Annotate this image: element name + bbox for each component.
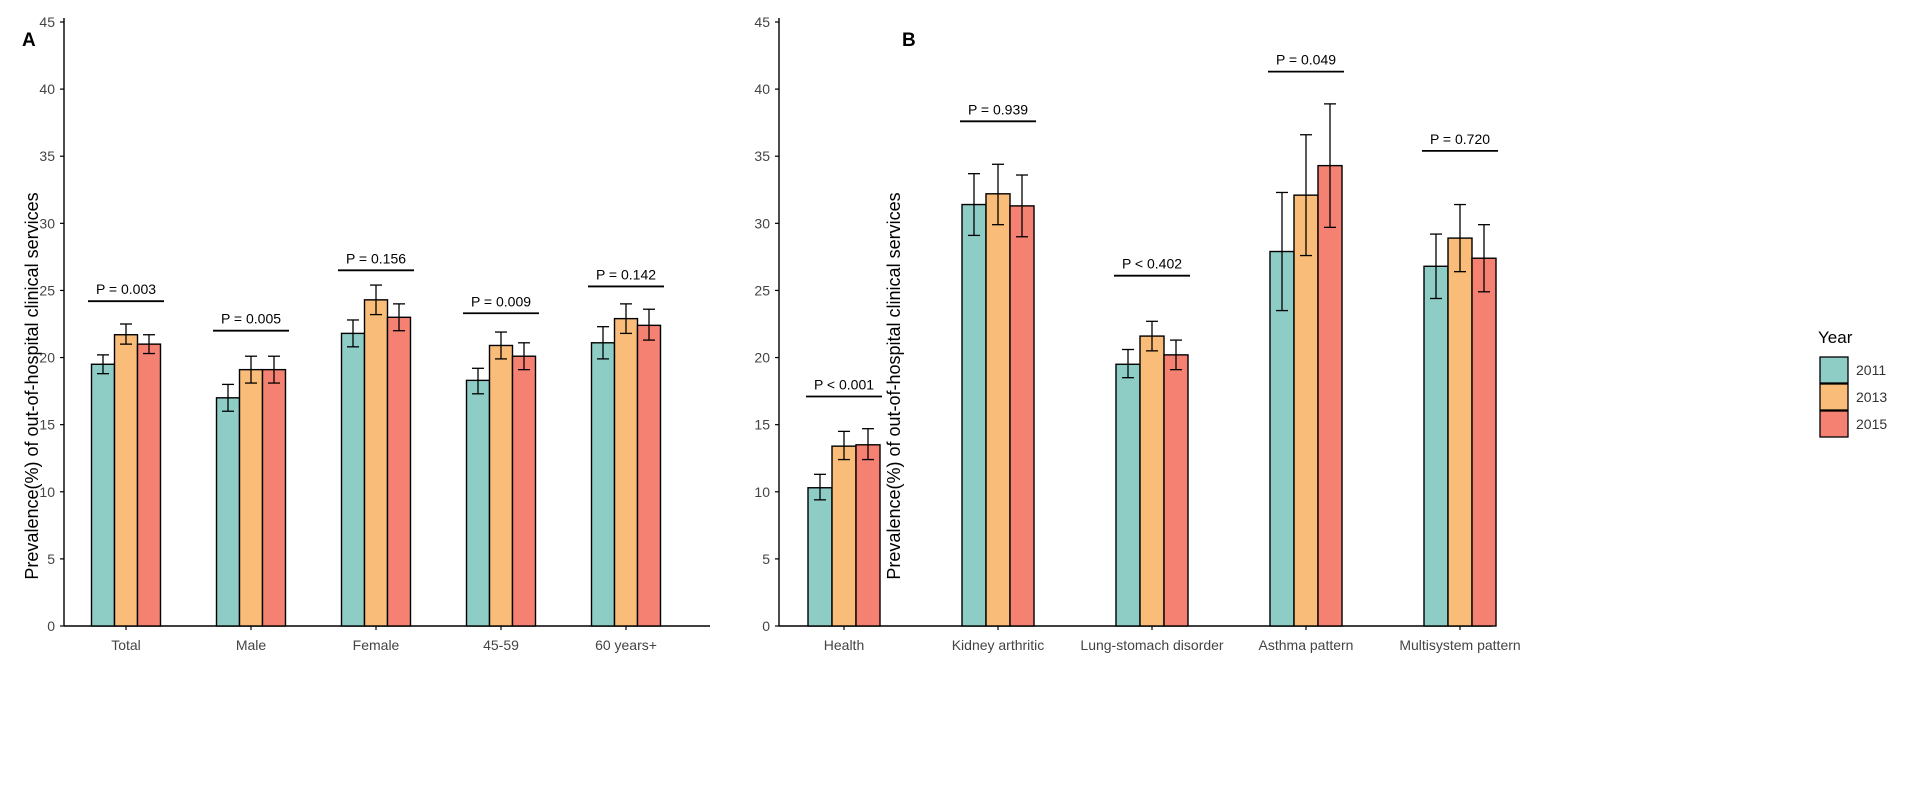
bar-2011 bbox=[340, 332, 366, 627]
y-tick-label: 10 bbox=[754, 484, 770, 500]
p-value-label: P = 0.720 bbox=[1430, 131, 1490, 147]
y-tick-label: 35 bbox=[754, 148, 770, 164]
bar-2011 bbox=[1423, 265, 1449, 627]
p-value-label: P = 0.003 bbox=[96, 281, 156, 297]
panel-a: A Prevalence(%) of out-of-hospital clini… bbox=[22, 14, 710, 653]
y-tick-label: 45 bbox=[754, 14, 770, 30]
bar-2013 bbox=[831, 445, 857, 627]
bar-2015 bbox=[855, 444, 881, 627]
bar-2013 bbox=[488, 344, 514, 627]
bar-2013 bbox=[985, 193, 1011, 627]
bar-2013 bbox=[363, 299, 389, 627]
p-value-label: P = 0.049 bbox=[1276, 52, 1336, 68]
x-tick-label: Male bbox=[236, 637, 267, 653]
bar-2011 bbox=[90, 363, 116, 627]
y-tick-label: 45 bbox=[39, 14, 55, 30]
p-value-label: P = 0.009 bbox=[471, 293, 531, 309]
y-tick-label: 40 bbox=[754, 81, 770, 97]
y-tick-label: 20 bbox=[39, 350, 55, 366]
y-tick-label: 25 bbox=[754, 282, 770, 298]
bar-2011 bbox=[465, 379, 491, 627]
panel-b: B Prevalence(%) of out-of-hospital clini… bbox=[754, 14, 1520, 653]
y-tick-label: 40 bbox=[39, 81, 55, 97]
y-tick-label: 5 bbox=[762, 551, 770, 567]
p-value-label: P = 0.939 bbox=[968, 101, 1028, 117]
bar-2011 bbox=[807, 487, 833, 627]
bar-2013 bbox=[1293, 194, 1319, 627]
bar-2013 bbox=[613, 317, 639, 627]
legend-swatch-2013 bbox=[1819, 383, 1849, 411]
y-tick-label: 10 bbox=[39, 484, 55, 500]
bar-2011 bbox=[1269, 250, 1295, 627]
legend-swatch-2011 bbox=[1819, 356, 1849, 384]
bar-2013 bbox=[1139, 335, 1165, 627]
x-tick-label: 45-59 bbox=[483, 637, 519, 653]
legend-label-2013: 2013 bbox=[1856, 389, 1887, 405]
y-tick-label: 30 bbox=[39, 215, 55, 231]
panel-a-tag: A bbox=[22, 30, 36, 51]
p-value-label: P = 0.156 bbox=[346, 250, 406, 266]
x-tick-label: Total bbox=[111, 637, 141, 653]
bar-2015 bbox=[386, 316, 412, 627]
x-tick-label: Female bbox=[353, 637, 400, 653]
legend-swatch-2015 bbox=[1819, 410, 1849, 438]
x-tick-label: Health bbox=[824, 637, 864, 653]
panel-b-tag: B bbox=[902, 30, 916, 51]
x-tick-label: 60 years+ bbox=[595, 637, 657, 653]
p-value-label: P < 0.402 bbox=[1122, 256, 1182, 272]
bar-2015 bbox=[1471, 257, 1497, 627]
legend-title: Year bbox=[1818, 328, 1853, 347]
y-tick-label: 0 bbox=[762, 618, 770, 634]
bar-2015 bbox=[636, 324, 662, 627]
bar-2015 bbox=[136, 343, 162, 627]
y-tick-label: 30 bbox=[754, 215, 770, 231]
x-tick-label: Asthma pattern bbox=[1259, 637, 1354, 653]
panel-b-y-axis-label: Prevalence(%) of out-of-hospital clinica… bbox=[884, 192, 904, 579]
bar-2013 bbox=[1447, 237, 1473, 627]
p-value-label: P = 0.005 bbox=[221, 311, 281, 327]
bar-2015 bbox=[1163, 354, 1189, 627]
panel-a-y-axis-label: Prevalence(%) of out-of-hospital clinica… bbox=[22, 192, 42, 579]
legend-label-2015: 2015 bbox=[1856, 416, 1887, 432]
bar-2015 bbox=[511, 355, 537, 627]
y-tick-label: 0 bbox=[47, 618, 55, 634]
y-tick-label: 25 bbox=[39, 282, 55, 298]
bar-2015 bbox=[1317, 164, 1343, 627]
x-tick-label: Lung-stomach disorder bbox=[1080, 637, 1224, 653]
y-tick-label: 15 bbox=[754, 417, 770, 433]
legend: Year 2011 2013 2015 bbox=[1818, 328, 1887, 438]
bar-2011 bbox=[590, 342, 616, 627]
y-tick-label: 5 bbox=[47, 551, 55, 567]
bar-2013 bbox=[113, 334, 139, 627]
legend-label-2011: 2011 bbox=[1856, 362, 1886, 378]
bar-2011 bbox=[961, 203, 987, 627]
y-tick-label: 20 bbox=[754, 350, 770, 366]
y-tick-label: 15 bbox=[39, 417, 55, 433]
p-value-label: P < 0.001 bbox=[814, 376, 874, 392]
x-tick-label: Kidney arthritic bbox=[952, 637, 1045, 653]
bar-2011 bbox=[215, 397, 241, 627]
bar-2015 bbox=[261, 368, 287, 627]
p-value-label: P = 0.142 bbox=[596, 266, 656, 282]
y-tick-label: 35 bbox=[39, 148, 55, 164]
bar-2013 bbox=[238, 368, 264, 627]
bar-2015 bbox=[1009, 205, 1035, 627]
bar-2011 bbox=[1115, 363, 1141, 627]
x-tick-label: Multisystem pattern bbox=[1399, 637, 1520, 653]
